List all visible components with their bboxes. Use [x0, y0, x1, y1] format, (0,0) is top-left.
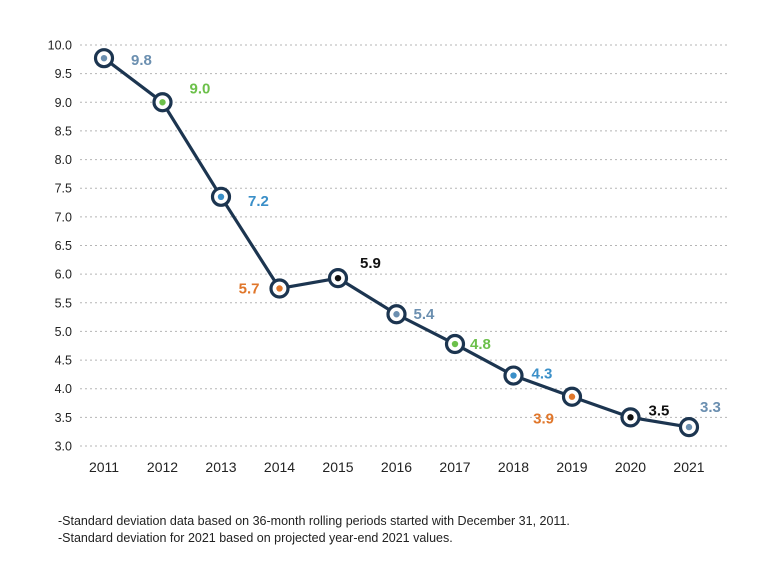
data-label: 5.9 — [360, 255, 381, 272]
data-point — [269, 278, 290, 299]
y-axis: 10.0 9.5 9.0 8.5 8.0 7.5 7.0 6.5 6.0 5.5 5.0 4.5 4.0… — [48, 39, 72, 454]
x-tick-label: 2013 — [205, 459, 236, 475]
marker-dot — [217, 193, 225, 201]
y-tick-label: 5.5 — [55, 296, 72, 310]
data-point — [93, 48, 115, 69]
series-line — [103, 56, 690, 429]
y-tick-label: 8.5 — [55, 124, 72, 138]
x-tick-label: 2019 — [556, 459, 587, 475]
footnote-2: -Standard deviation for 2021 based on pr… — [58, 531, 453, 545]
marker-dot — [568, 393, 576, 400]
x-tick-label: 2021 — [673, 459, 704, 475]
y-tick-label: 4.0 — [55, 382, 72, 396]
data-point — [561, 386, 583, 407]
x-tick-label: 2015 — [322, 459, 353, 475]
x-tick-label: 2020 — [615, 459, 646, 475]
x-tick-label: 2012 — [147, 459, 178, 475]
grid-lines — [80, 44, 728, 447]
data-point — [152, 92, 173, 113]
y-tick-label: 7.5 — [55, 182, 72, 196]
y-tick-label: 4.5 — [55, 354, 72, 368]
x-tick-label: 2011 — [89, 459, 119, 475]
y-tick-label: 9.0 — [55, 96, 72, 110]
data-label: 3.5 — [649, 402, 670, 419]
data-labels: 9.8 9.0 7.2 5.7 5.9 5.4 4.8 4.3 3.9 3.5 3.3 — [131, 52, 721, 428]
x-axis: 2011 2012 2013 2014 2015 2016 2017 2018 2019 2020… — [89, 459, 705, 475]
data-label: 4.3 — [532, 366, 553, 383]
data-label: 3.3 — [700, 399, 721, 416]
y-tick-label: 6.0 — [55, 268, 72, 282]
data-point — [503, 365, 524, 386]
y-tick-label: 3.5 — [55, 411, 72, 425]
data-point — [444, 333, 466, 355]
data-label: 9.0 — [190, 80, 211, 97]
data-label: 4.8 — [470, 336, 491, 353]
marker-dot — [393, 311, 400, 318]
footnotes: -Standard deviation data based on 36-mon… — [58, 513, 570, 547]
data-label: 7.2 — [248, 193, 269, 210]
x-tick-label: 2014 — [264, 459, 295, 475]
data-point — [678, 416, 700, 438]
x-tick-label: 2017 — [439, 459, 470, 475]
y-tick-label: 9.5 — [55, 67, 72, 81]
line-chart: 10.0 9.5 9.0 8.5 8.0 7.5 7.0 6.5 6.0 5.5 5.0 4.5 4.0… — [48, 39, 728, 475]
data-points — [93, 48, 700, 438]
footnote-1: -Standard deviation data based on 36-mon… — [58, 514, 570, 528]
y-tick-label: 8.0 — [55, 153, 72, 167]
marker-dot — [276, 285, 283, 292]
x-tick-label: 2016 — [381, 459, 412, 475]
data-label: 5.4 — [414, 306, 436, 323]
marker-dot — [100, 54, 108, 62]
y-tick-label: 6.5 — [55, 239, 72, 253]
y-tick-label: 3.0 — [55, 440, 72, 454]
data-point — [620, 407, 641, 428]
data-label: 5.7 — [239, 280, 260, 297]
x-tick-label: 2018 — [498, 459, 529, 475]
marker-dot — [334, 274, 342, 282]
marker-dot — [451, 340, 459, 348]
y-tick-label: 5.0 — [55, 325, 72, 339]
y-tick-label: 7.0 — [55, 210, 72, 224]
data-point — [327, 268, 349, 289]
marker-dot — [627, 414, 634, 421]
y-tick-label: 10.0 — [48, 39, 72, 53]
data-label: 3.9 — [533, 411, 554, 428]
data-point — [210, 186, 232, 207]
marker-dot — [159, 99, 166, 106]
data-label: 9.8 — [131, 52, 152, 69]
data-point — [386, 304, 407, 325]
marker-dot — [510, 372, 517, 379]
marker-dot — [685, 423, 693, 431]
